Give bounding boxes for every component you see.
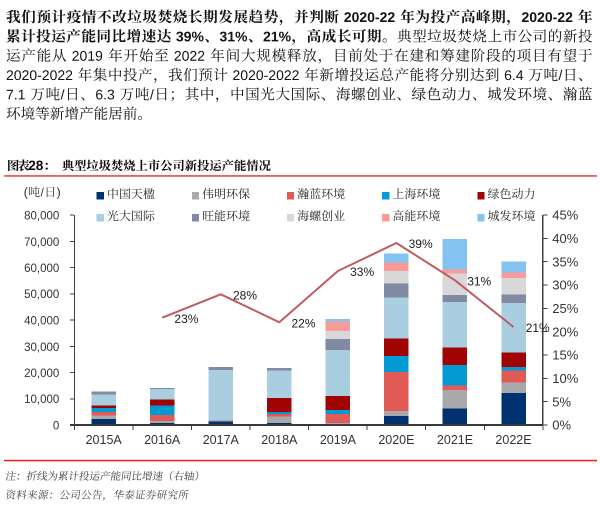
svg-text:23%: 23% [174,312,198,326]
svg-text:50,000: 50,000 [24,289,59,301]
svg-text:20,000: 20,000 [24,368,59,380]
svg-text:5%: 5% [552,394,571,409]
svg-text:30%: 30% [552,278,578,293]
svg-text:2021E: 2021E [437,433,473,447]
svg-text:20%: 20% [552,324,578,339]
svg-text:21%: 21% [526,321,550,335]
svg-text:15%: 15% [552,348,578,363]
svg-text:25%: 25% [552,301,578,316]
svg-text:2019A: 2019A [320,433,357,447]
svg-text:2020E: 2020E [378,433,414,447]
svg-text:2016A: 2016A [144,433,181,447]
svg-text:31%: 31% [467,275,491,289]
svg-text:33%: 33% [350,265,374,279]
svg-text:35%: 35% [552,254,578,269]
svg-text:2022E: 2022E [495,433,531,447]
svg-text:10,000: 10,000 [24,394,59,406]
svg-text:40,000: 40,000 [24,316,59,328]
svg-text:0%: 0% [552,418,571,433]
svg-text:70,000: 70,000 [24,237,59,249]
svg-text:2018A: 2018A [261,433,298,447]
svg-text:39%: 39% [409,237,433,251]
svg-text:80,000: 80,000 [24,211,59,223]
svg-text:60,000: 60,000 [24,263,59,275]
svg-text:0: 0 [53,421,59,433]
svg-text:40%: 40% [552,231,578,246]
svg-text:2015A: 2015A [86,433,123,447]
svg-text:45%: 45% [552,208,578,223]
svg-text:10%: 10% [552,371,578,386]
svg-text:28%: 28% [233,289,257,303]
svg-text:2017A: 2017A [203,433,240,447]
svg-text:30,000: 30,000 [24,342,59,354]
svg-text:22%: 22% [292,317,316,331]
